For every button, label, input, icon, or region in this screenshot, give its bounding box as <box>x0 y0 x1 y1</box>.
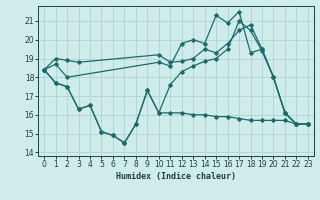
X-axis label: Humidex (Indice chaleur): Humidex (Indice chaleur) <box>116 172 236 181</box>
